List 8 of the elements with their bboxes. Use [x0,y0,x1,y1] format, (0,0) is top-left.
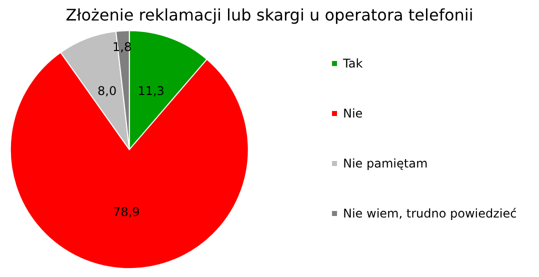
legend-label: Nie [343,106,363,120]
chart-title: Złożenie reklamacji lub skargi u operatora telefonii [66,6,474,24]
legend-label: Tak [342,56,363,70]
legend-label: Nie pamiętam [343,156,428,170]
data-label: 8,0 [98,84,117,98]
legend-label: Nie wiem, trudno powiedzieć [343,206,517,220]
data-label: 78,9 [113,205,140,220]
data-label: 11,3 [138,84,164,98]
